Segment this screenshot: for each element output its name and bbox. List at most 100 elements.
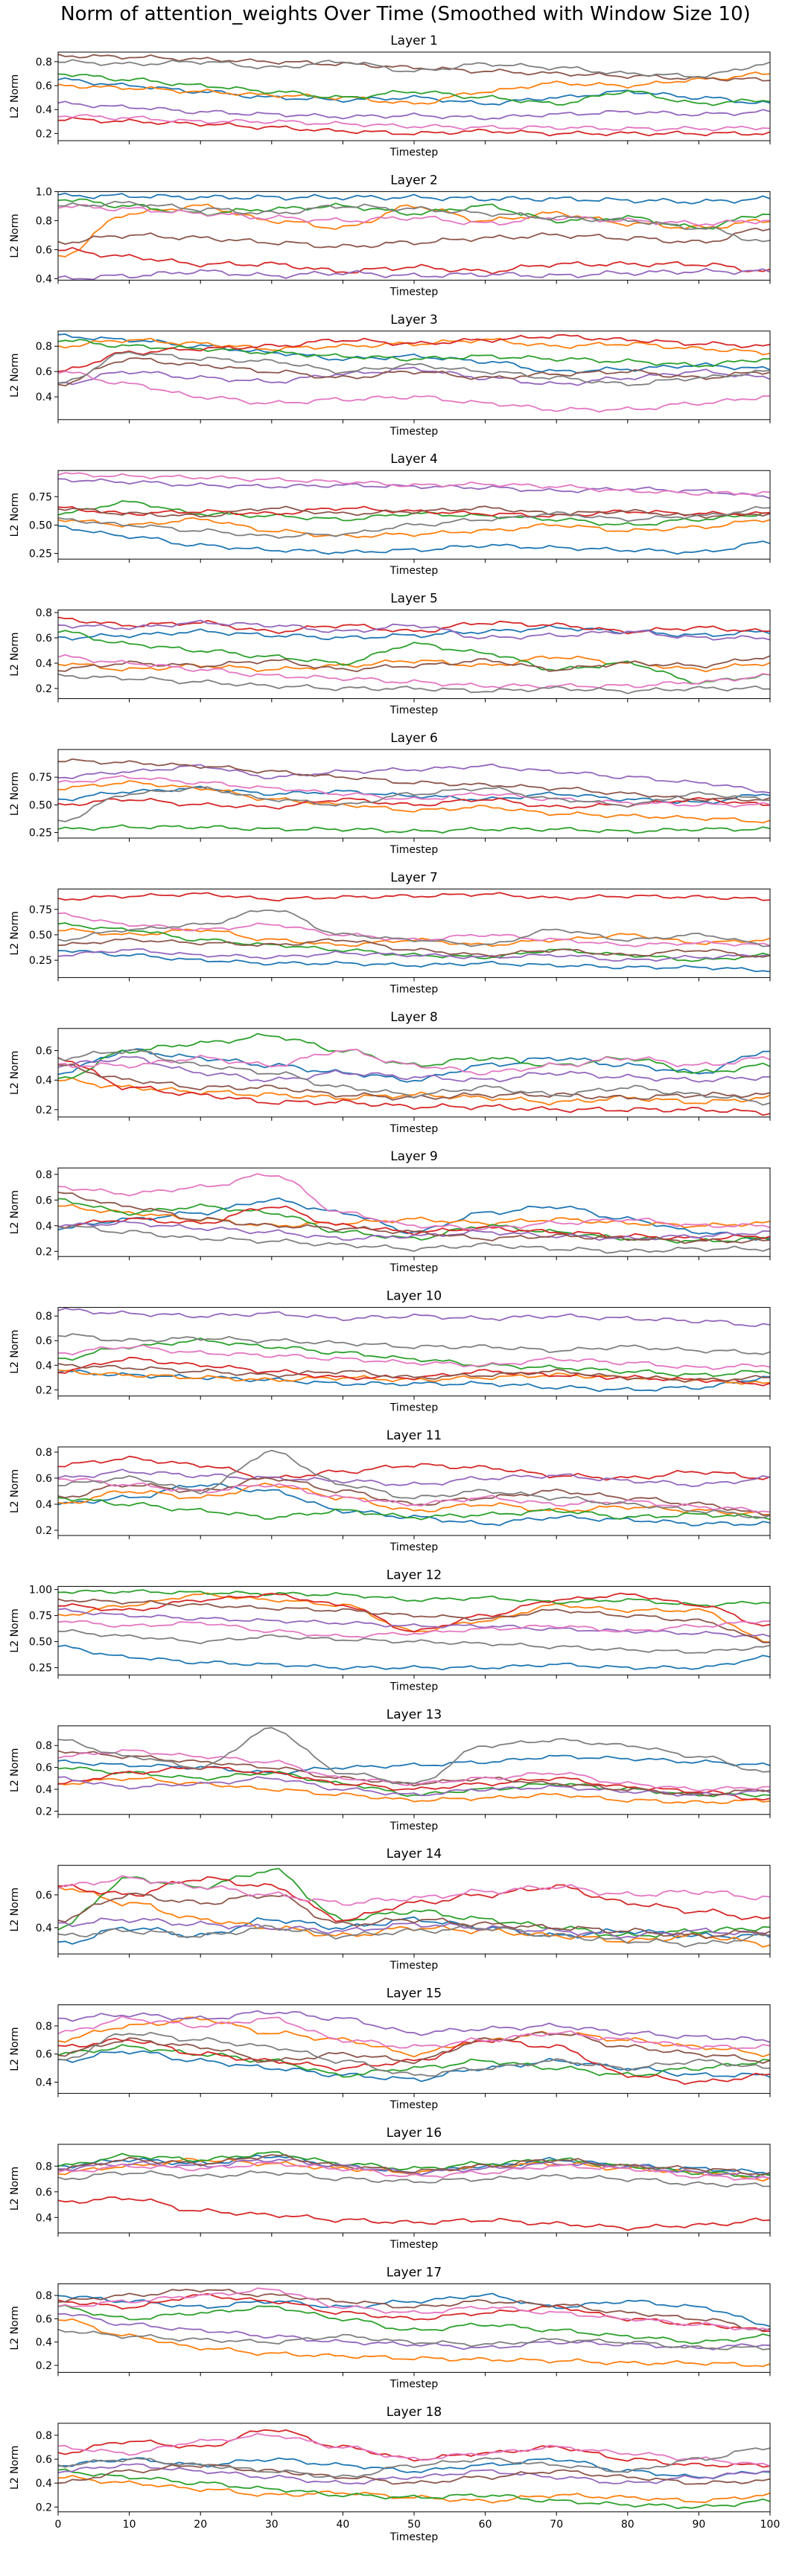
y-tick-label: 0.4 — [36, 2478, 52, 2490]
y-axis-label: L2 Norm — [9, 1748, 21, 1792]
series-line — [57, 1727, 771, 1785]
x-tick-label: 50 — [407, 2519, 421, 2531]
y-axis-label: L2 Norm — [9, 1888, 21, 1931]
subplot-title: Layer 18 — [387, 2405, 442, 2420]
series-line — [57, 1776, 771, 1797]
y-tick-label: 0.50 — [29, 799, 52, 811]
x-axis-label: Timestep — [389, 844, 439, 856]
y-axis-label: L2 Norm — [9, 2306, 21, 2350]
y-tick-label: 0.4 — [36, 2337, 52, 2349]
series-line — [57, 1308, 771, 1327]
subplot-title: Layer 2 — [390, 173, 438, 188]
x-axis-label: Timestep — [389, 1960, 439, 1972]
y-tick-label: 0.8 — [36, 2161, 52, 2173]
subplot-layer-13: Layer 13 0.2 0.4 0.6 0.8 L2 Norm Timestep — [9, 1707, 771, 1832]
y-tick-label: 0.8 — [36, 2290, 52, 2302]
series-line — [57, 950, 771, 973]
series-line — [57, 198, 771, 230]
series-line — [57, 655, 771, 673]
series-line — [57, 246, 771, 275]
series-line — [57, 2457, 771, 2480]
series-line — [57, 2016, 771, 2058]
subplot-layer-12: Layer 12 0.25 0.50 0.75 1.00 L2 Norm Timestep — [9, 1567, 771, 1693]
series-line — [57, 1049, 771, 1106]
y-tick-label: 0.8 — [36, 607, 52, 619]
series-line — [57, 478, 771, 499]
series-line — [57, 2429, 771, 2468]
series-line — [57, 500, 771, 526]
series-line — [57, 910, 771, 947]
series-line — [57, 1356, 771, 1387]
y-axis-label: L2 Norm — [9, 632, 21, 676]
y-tick-label: 0.6 — [36, 1046, 52, 1058]
series-line — [57, 505, 771, 519]
series-line — [57, 1198, 771, 1244]
series-line — [57, 2287, 771, 2332]
series-line — [57, 1449, 771, 1519]
y-tick-label: 0.25 — [29, 549, 52, 560]
subplot-title: Layer 13 — [387, 1707, 442, 1722]
subplot-title: Layer 16 — [387, 2126, 442, 2141]
series-line — [57, 1363, 771, 1383]
subplot-layer-16: Layer 16 0.4 0.6 0.8 L2 Norm Timestep — [9, 2126, 771, 2251]
series-line — [57, 100, 771, 121]
x-axis-label: Timestep — [389, 1402, 439, 1414]
x-tick-label: 100 — [760, 2519, 780, 2531]
subplot-title: Layer 9 — [390, 1149, 438, 1164]
y-tick-label: 0.2 — [36, 1105, 52, 1116]
subplot-title: Layer 17 — [387, 2265, 442, 2280]
series-line — [57, 525, 771, 555]
series-line — [57, 2304, 771, 2345]
x-axis-label: Timestep — [389, 2100, 439, 2112]
series-line — [57, 2313, 771, 2350]
x-axis-label: Timestep — [389, 1541, 439, 1553]
y-axis-label: L2 Norm — [9, 354, 21, 397]
subplot-layer-5: Layer 5 0.2 0.4 0.6 0.8 L2 Norm Timestep — [9, 592, 771, 717]
series-line — [57, 922, 771, 962]
series-line — [57, 2196, 771, 2231]
series-line — [57, 73, 771, 106]
plot-frame — [57, 2144, 771, 2234]
x-tick-label: 10 — [123, 2519, 136, 2531]
y-tick-label: 0.8 — [36, 2021, 52, 2033]
y-tick-label: 0.50 — [29, 1637, 52, 1649]
series-line — [57, 2432, 771, 2467]
series-line — [57, 1049, 771, 1076]
series-line — [57, 2447, 771, 2478]
series-line — [57, 655, 771, 673]
subplot-layer-4: Layer 4 0.25 0.50 0.75 L2 Norm Timestep — [9, 452, 771, 577]
series-line — [57, 1477, 771, 1513]
series-line — [57, 775, 771, 808]
subplot-title: Layer 11 — [387, 1428, 442, 1443]
subplot-layer-9: Layer 9 0.2 0.4 0.6 0.8 L2 Norm Timestep — [9, 1149, 771, 1274]
series-line — [57, 2328, 771, 2350]
series-line — [57, 912, 771, 947]
series-line — [57, 517, 771, 538]
series-line — [57, 1754, 771, 1776]
y-tick-label: 0.8 — [36, 2430, 52, 2442]
y-tick-label: 0.2 — [36, 1806, 52, 1818]
y-tick-label: 0.4 — [36, 1075, 52, 1087]
series-line — [57, 2463, 770, 2485]
series-line — [57, 1333, 771, 1355]
series-line — [57, 1875, 771, 1906]
subplot-layer-7: Layer 7 0.25 0.50 0.75 L2 Norm Timestep — [9, 870, 771, 995]
y-tick-label: 0.2 — [36, 1246, 52, 1258]
x-axis-label: Timestep — [389, 2239, 439, 2251]
series-line — [57, 654, 771, 689]
x-tick-label: 70 — [550, 2519, 563, 2531]
x-axis-label: Timestep — [389, 983, 439, 995]
y-axis-label: L2 Norm — [9, 1329, 21, 1373]
series-line — [58, 59, 771, 78]
y-tick-label: 0.6 — [36, 244, 52, 256]
series-line — [57, 927, 771, 947]
y-axis-label: L2 Norm — [9, 493, 21, 537]
y-tick-label: 0.75 — [29, 1611, 52, 1623]
y-tick-label: 0.2 — [36, 2502, 52, 2513]
series-line — [57, 758, 771, 802]
series-line — [57, 1777, 771, 1804]
series-line — [57, 357, 771, 387]
series-line — [57, 1892, 771, 1940]
y-tick-label: 0.6 — [36, 2187, 52, 2199]
y-tick-label: 0.2 — [36, 1384, 52, 1396]
